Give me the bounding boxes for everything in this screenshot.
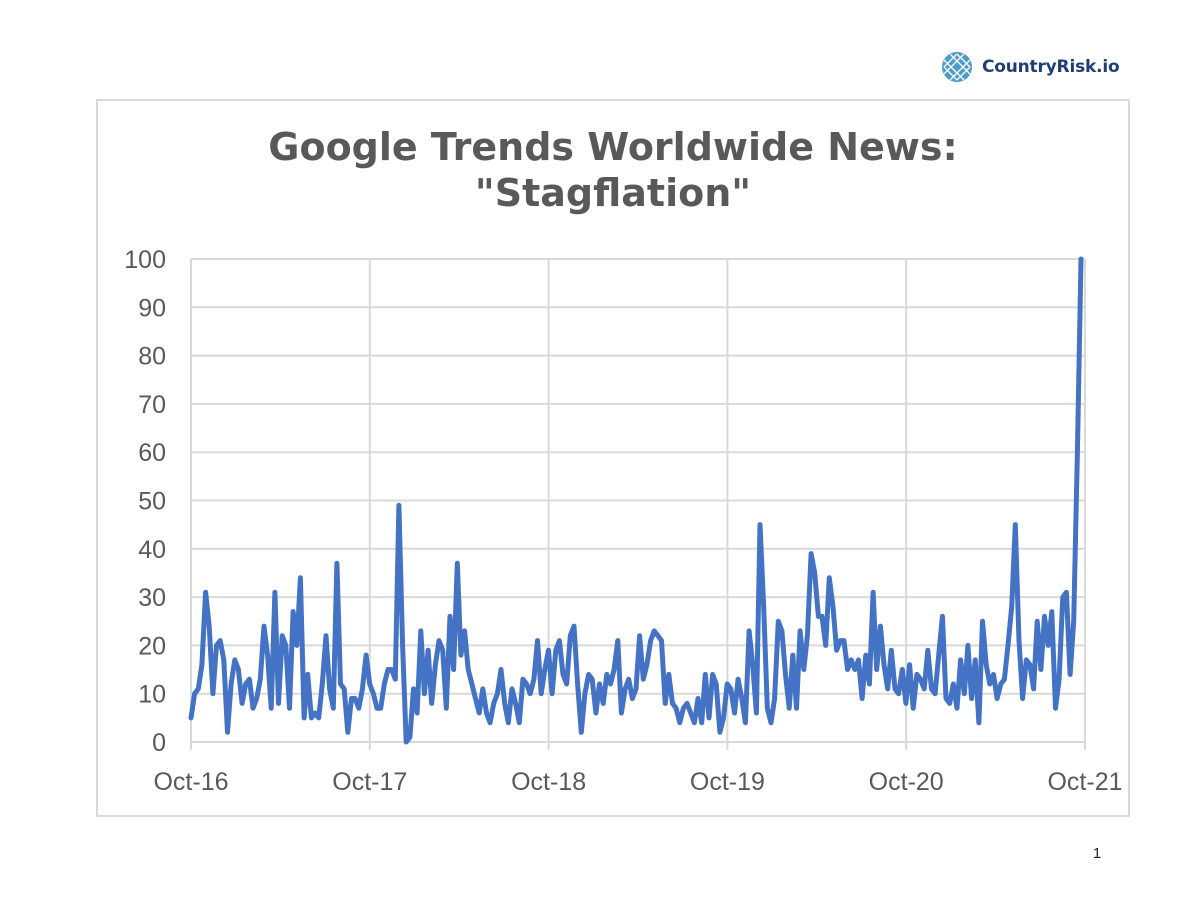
y-tick-label: 40 bbox=[138, 536, 166, 564]
x-tick-label: Oct-18 bbox=[511, 768, 586, 796]
chart-title-line-1: Google Trends Worldwide News: bbox=[268, 125, 958, 169]
brand-logo: CountryRisk.io bbox=[940, 50, 1120, 84]
y-tick-label: 30 bbox=[138, 584, 166, 612]
chart-title-line-2: "Stagflation" bbox=[474, 171, 752, 215]
series-line bbox=[188, 256, 1084, 745]
x-tick-label: Oct-21 bbox=[1047, 768, 1122, 796]
y-tick-label: 20 bbox=[138, 632, 166, 660]
x-tick-label: Oct-16 bbox=[153, 768, 228, 796]
y-tick-label: 60 bbox=[138, 439, 166, 467]
x-tick-label: Oct-17 bbox=[332, 768, 407, 796]
x-tick-label: Oct-19 bbox=[690, 768, 765, 796]
y-tick-label: 100 bbox=[124, 246, 166, 274]
chart-title: Google Trends Worldwide News: "Stagflati… bbox=[96, 124, 1130, 216]
globe-grid-icon bbox=[942, 52, 972, 82]
y-tick-label: 70 bbox=[138, 391, 166, 419]
y-tick-label: 0 bbox=[152, 729, 166, 757]
y-tick-label: 50 bbox=[138, 488, 166, 516]
page-number: 1 bbox=[1092, 845, 1102, 862]
x-tick-label: Oct-20 bbox=[869, 768, 944, 796]
y-tick-label: 80 bbox=[138, 343, 166, 371]
y-tick-label: 90 bbox=[138, 294, 166, 322]
brand-name: CountryRisk.io bbox=[982, 57, 1120, 77]
y-tick-label: 10 bbox=[138, 681, 166, 709]
